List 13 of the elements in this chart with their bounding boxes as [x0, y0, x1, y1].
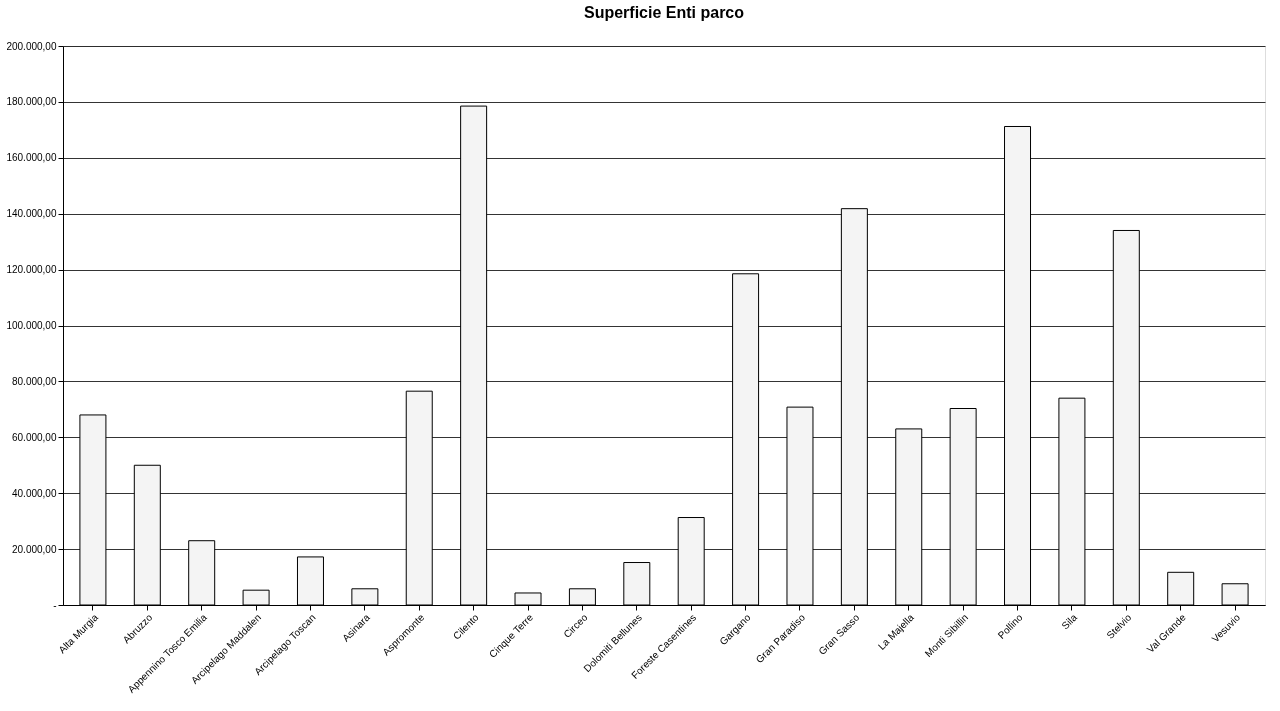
y-tick-label: 40.000,00: [12, 487, 57, 499]
y-tick-label: 100.000,00: [6, 320, 57, 331]
x-tick-label: Sila: [1059, 611, 1080, 632]
chart-title: Superficie Enti parco: [583, 4, 745, 21]
y-tick-label: 20.000,00: [12, 543, 57, 555]
y-tick-label: 140.000,00: [6, 208, 57, 220]
y-tick-label: 60.000,00: [12, 431, 57, 443]
y-tick-label: 160.000,00: [6, 152, 57, 164]
y-tick-label: 80.000,00: [12, 375, 57, 387]
y-tick-label: -: [53, 599, 57, 611]
y-tick-label: 200.000,00: [6, 40, 57, 52]
y-tick-label: 120.000,00: [6, 264, 57, 276]
y-tick-label: 180.000,00: [6, 96, 57, 108]
